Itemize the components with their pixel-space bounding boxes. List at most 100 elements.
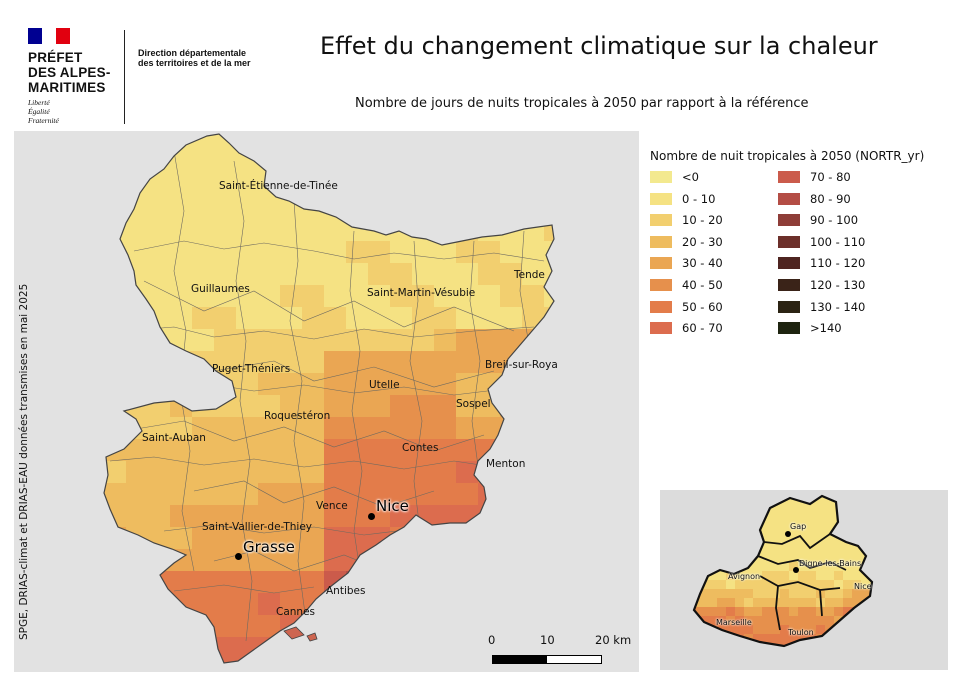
- legend-swatch: [778, 322, 800, 335]
- heat-cell: [544, 571, 554, 593]
- motto-liberte: Liberté: [28, 98, 50, 107]
- inset-heat-cell: [780, 544, 789, 553]
- inset-heat-cell: [789, 553, 798, 562]
- inset-heat-cell: [789, 526, 798, 535]
- prefect-line-3: MARITIMES: [28, 80, 106, 95]
- heat-cell: [522, 285, 544, 307]
- inset-heat-cell: [852, 508, 861, 517]
- inset-heat-cell: [825, 526, 834, 535]
- heat-cell: [478, 549, 500, 571]
- heat-cell: [258, 241, 280, 263]
- heat-cell: [214, 219, 236, 241]
- place-label: Breil-sur-Roya: [485, 359, 558, 371]
- inset-heat-cell: [726, 544, 735, 553]
- inset-heat-cell: [708, 598, 717, 607]
- heat-cell: [104, 593, 126, 615]
- inset-heat-cell: [717, 652, 726, 661]
- inset-heat-cell: [789, 616, 798, 625]
- heat-cell: [170, 461, 192, 483]
- inset-heat-cell: [807, 526, 816, 535]
- legend-swatch: [778, 279, 800, 291]
- heat-cell: [434, 571, 456, 593]
- heat-cell: [280, 263, 302, 285]
- inset-heat-cell: [807, 643, 816, 646]
- heat-cell: [170, 659, 192, 663]
- inset-heat-cell: [825, 634, 834, 643]
- heat-cell: [346, 483, 368, 505]
- commune-boundary: [143, 280, 515, 332]
- heat-cell: [346, 285, 368, 307]
- inset-heat-cell: [753, 535, 762, 544]
- inset-heat-cell: [708, 496, 717, 499]
- heat-cell: [456, 351, 478, 373]
- legend-swatch: [778, 235, 800, 248]
- inset-heat-cell: [744, 508, 753, 517]
- heat-cell: [236, 307, 258, 329]
- inset-heat-cell: [780, 616, 789, 625]
- inset-heat-cell: [798, 571, 807, 580]
- heat-cell: [412, 571, 434, 593]
- legend-label: <0: [682, 170, 699, 184]
- inset-heat-cell: [726, 589, 735, 598]
- inset-heat-cell: [834, 589, 843, 598]
- inset-heat-cell: [694, 562, 699, 571]
- heat-cell: [258, 307, 280, 329]
- heat-cell: [346, 527, 368, 549]
- inset-heat-cell: [807, 580, 816, 589]
- heat-cell: [280, 461, 302, 483]
- inset-heat-cell: [798, 598, 807, 607]
- heat-cell: [280, 659, 302, 663]
- heat-cell: [214, 439, 236, 461]
- heat-cell: [126, 373, 148, 395]
- heat-cell: [544, 263, 554, 285]
- heat-cell: [456, 659, 478, 663]
- inset-heat-cell: [870, 553, 872, 562]
- legend-label: 100 - 110: [810, 234, 866, 249]
- heat-cell: [368, 571, 390, 593]
- heat-cell: [302, 461, 324, 483]
- inset-heat-cell: [861, 652, 870, 661]
- heat-cell: [214, 659, 236, 663]
- heat-cell: [368, 505, 390, 527]
- heat-cell: [544, 153, 554, 175]
- inset-heat-cell: [699, 496, 708, 499]
- inset-heat-cell: [762, 652, 771, 661]
- heat-cell: [390, 439, 412, 461]
- inset-heat-cell: [694, 517, 699, 526]
- inset-heat-cell: [843, 496, 852, 499]
- inset-heat-cell: [807, 571, 816, 580]
- heat-cell: [280, 483, 302, 505]
- heat-cell: [478, 593, 500, 615]
- heat-cell: [456, 593, 478, 615]
- heat-cell: [148, 615, 170, 637]
- heat-cell: [434, 219, 456, 241]
- inset-heat-cell: [816, 562, 825, 571]
- heat-cell: [148, 505, 170, 527]
- main-map[interactable]: Saint-Étienne-de-Tinée Guillaumes Saint-…: [14, 131, 639, 672]
- inset-heat-cell: [735, 589, 744, 598]
- inset-heat-cell: [807, 535, 816, 544]
- inset-heat-cell: [816, 616, 825, 625]
- heat-cell: [544, 134, 554, 153]
- heat-cell: [302, 549, 324, 571]
- inset-heat-cell: [694, 643, 699, 646]
- inset-heat-cell: [735, 571, 744, 580]
- heat-cell: [522, 549, 544, 571]
- inset-heat-cell: [694, 535, 699, 544]
- scale-bar-black-segment: [492, 655, 547, 664]
- region-inset-map[interactable]: Gap Digne-les-Bains Avignon Nice Marseil…: [660, 490, 948, 670]
- heat-cell: [170, 263, 192, 285]
- heat-cell: [192, 637, 214, 659]
- city-label-nice: Nice: [376, 497, 409, 515]
- heat-cell: [412, 307, 434, 329]
- heat-cell: [500, 615, 522, 637]
- inset-heat-cell: [861, 508, 870, 517]
- legend-label: 70 - 80: [810, 170, 851, 184]
- heat-cell: [368, 395, 390, 417]
- heat-cell: [192, 527, 214, 549]
- heat-cell: [412, 659, 434, 663]
- inset-heat-cell: [843, 661, 852, 670]
- inset-heat-cell: [694, 553, 699, 562]
- heat-cell: [214, 527, 236, 549]
- inset-heat-cell: [708, 634, 717, 643]
